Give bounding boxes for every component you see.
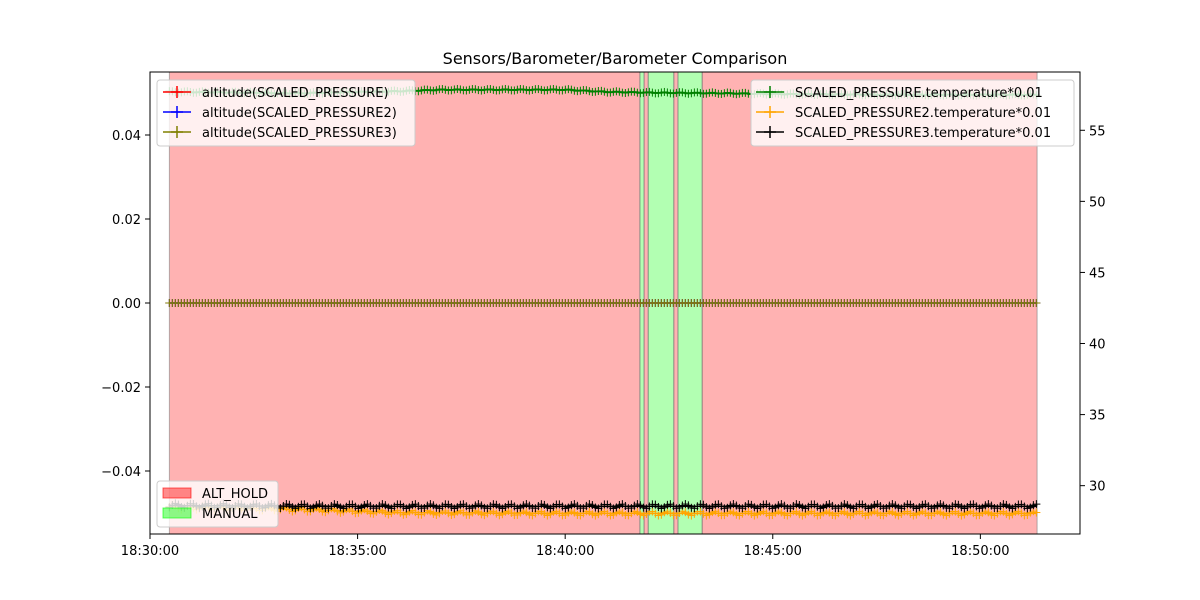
y-left-tick-label: 0.02	[112, 213, 141, 228]
y-right-tick-label: 55	[1089, 124, 1106, 139]
legend-label: altitude(SCALED_PRESSURE)	[202, 86, 389, 101]
y-right-tick-label: 50	[1089, 195, 1106, 210]
legend-modes	[156, 480, 279, 528]
legend-marker	[171, 126, 183, 138]
y-right-tick-label: 40	[1089, 338, 1106, 353]
legend-marker	[764, 86, 776, 98]
y-right-tick-label: 35	[1089, 409, 1106, 424]
y-left-tick-label: 0.00	[112, 297, 141, 312]
x-tick-label: 18:50:00	[951, 544, 1009, 559]
y-left-tick-label: 0.04	[112, 129, 141, 144]
x-tick-label: 18:35:00	[328, 544, 386, 559]
legend-swatch	[162, 487, 192, 499]
y-left-tick-label: −0.02	[101, 381, 141, 396]
x-tick-label: 18:45:00	[744, 544, 802, 559]
legend-label: SCALED_PRESSURE2.temperature*0.01	[795, 106, 1051, 121]
legend-label: SCALED_PRESSURE.temperature*0.01	[795, 86, 1043, 101]
legend-marker	[764, 106, 776, 118]
chart-title: Sensors/Barometer/Barometer Comparison	[443, 49, 788, 68]
legend-label: SCALED_PRESSURE3.temperature*0.01	[795, 126, 1051, 141]
x-tick-label: 18:40:00	[536, 544, 594, 559]
legend-left	[156, 79, 416, 147]
y-right-tick-label: 45	[1089, 266, 1106, 281]
legend-label: MANUAL	[202, 507, 258, 522]
legend-marker	[171, 86, 183, 98]
x-tick-label: 18:30:00	[121, 544, 179, 559]
y-left-tick-label: −0.04	[101, 465, 141, 480]
legend-swatch	[162, 507, 192, 519]
legend-label: ALT_HOLD	[202, 487, 268, 502]
y-right-tick-label: 30	[1089, 480, 1106, 495]
legend-right	[750, 79, 1075, 147]
legend-label: altitude(SCALED_PRESSURE2)	[202, 106, 397, 121]
legend-label: altitude(SCALED_PRESSURE3)	[202, 126, 397, 141]
legend-marker	[764, 126, 776, 138]
plot-area: 18:30:00 18:35:00 18:40:00 18:45:00 18:50:00…	[101, 71, 1106, 559]
legend-marker	[171, 106, 183, 118]
series-left-3	[165, 299, 1041, 307]
series-markers	[165, 299, 1041, 307]
